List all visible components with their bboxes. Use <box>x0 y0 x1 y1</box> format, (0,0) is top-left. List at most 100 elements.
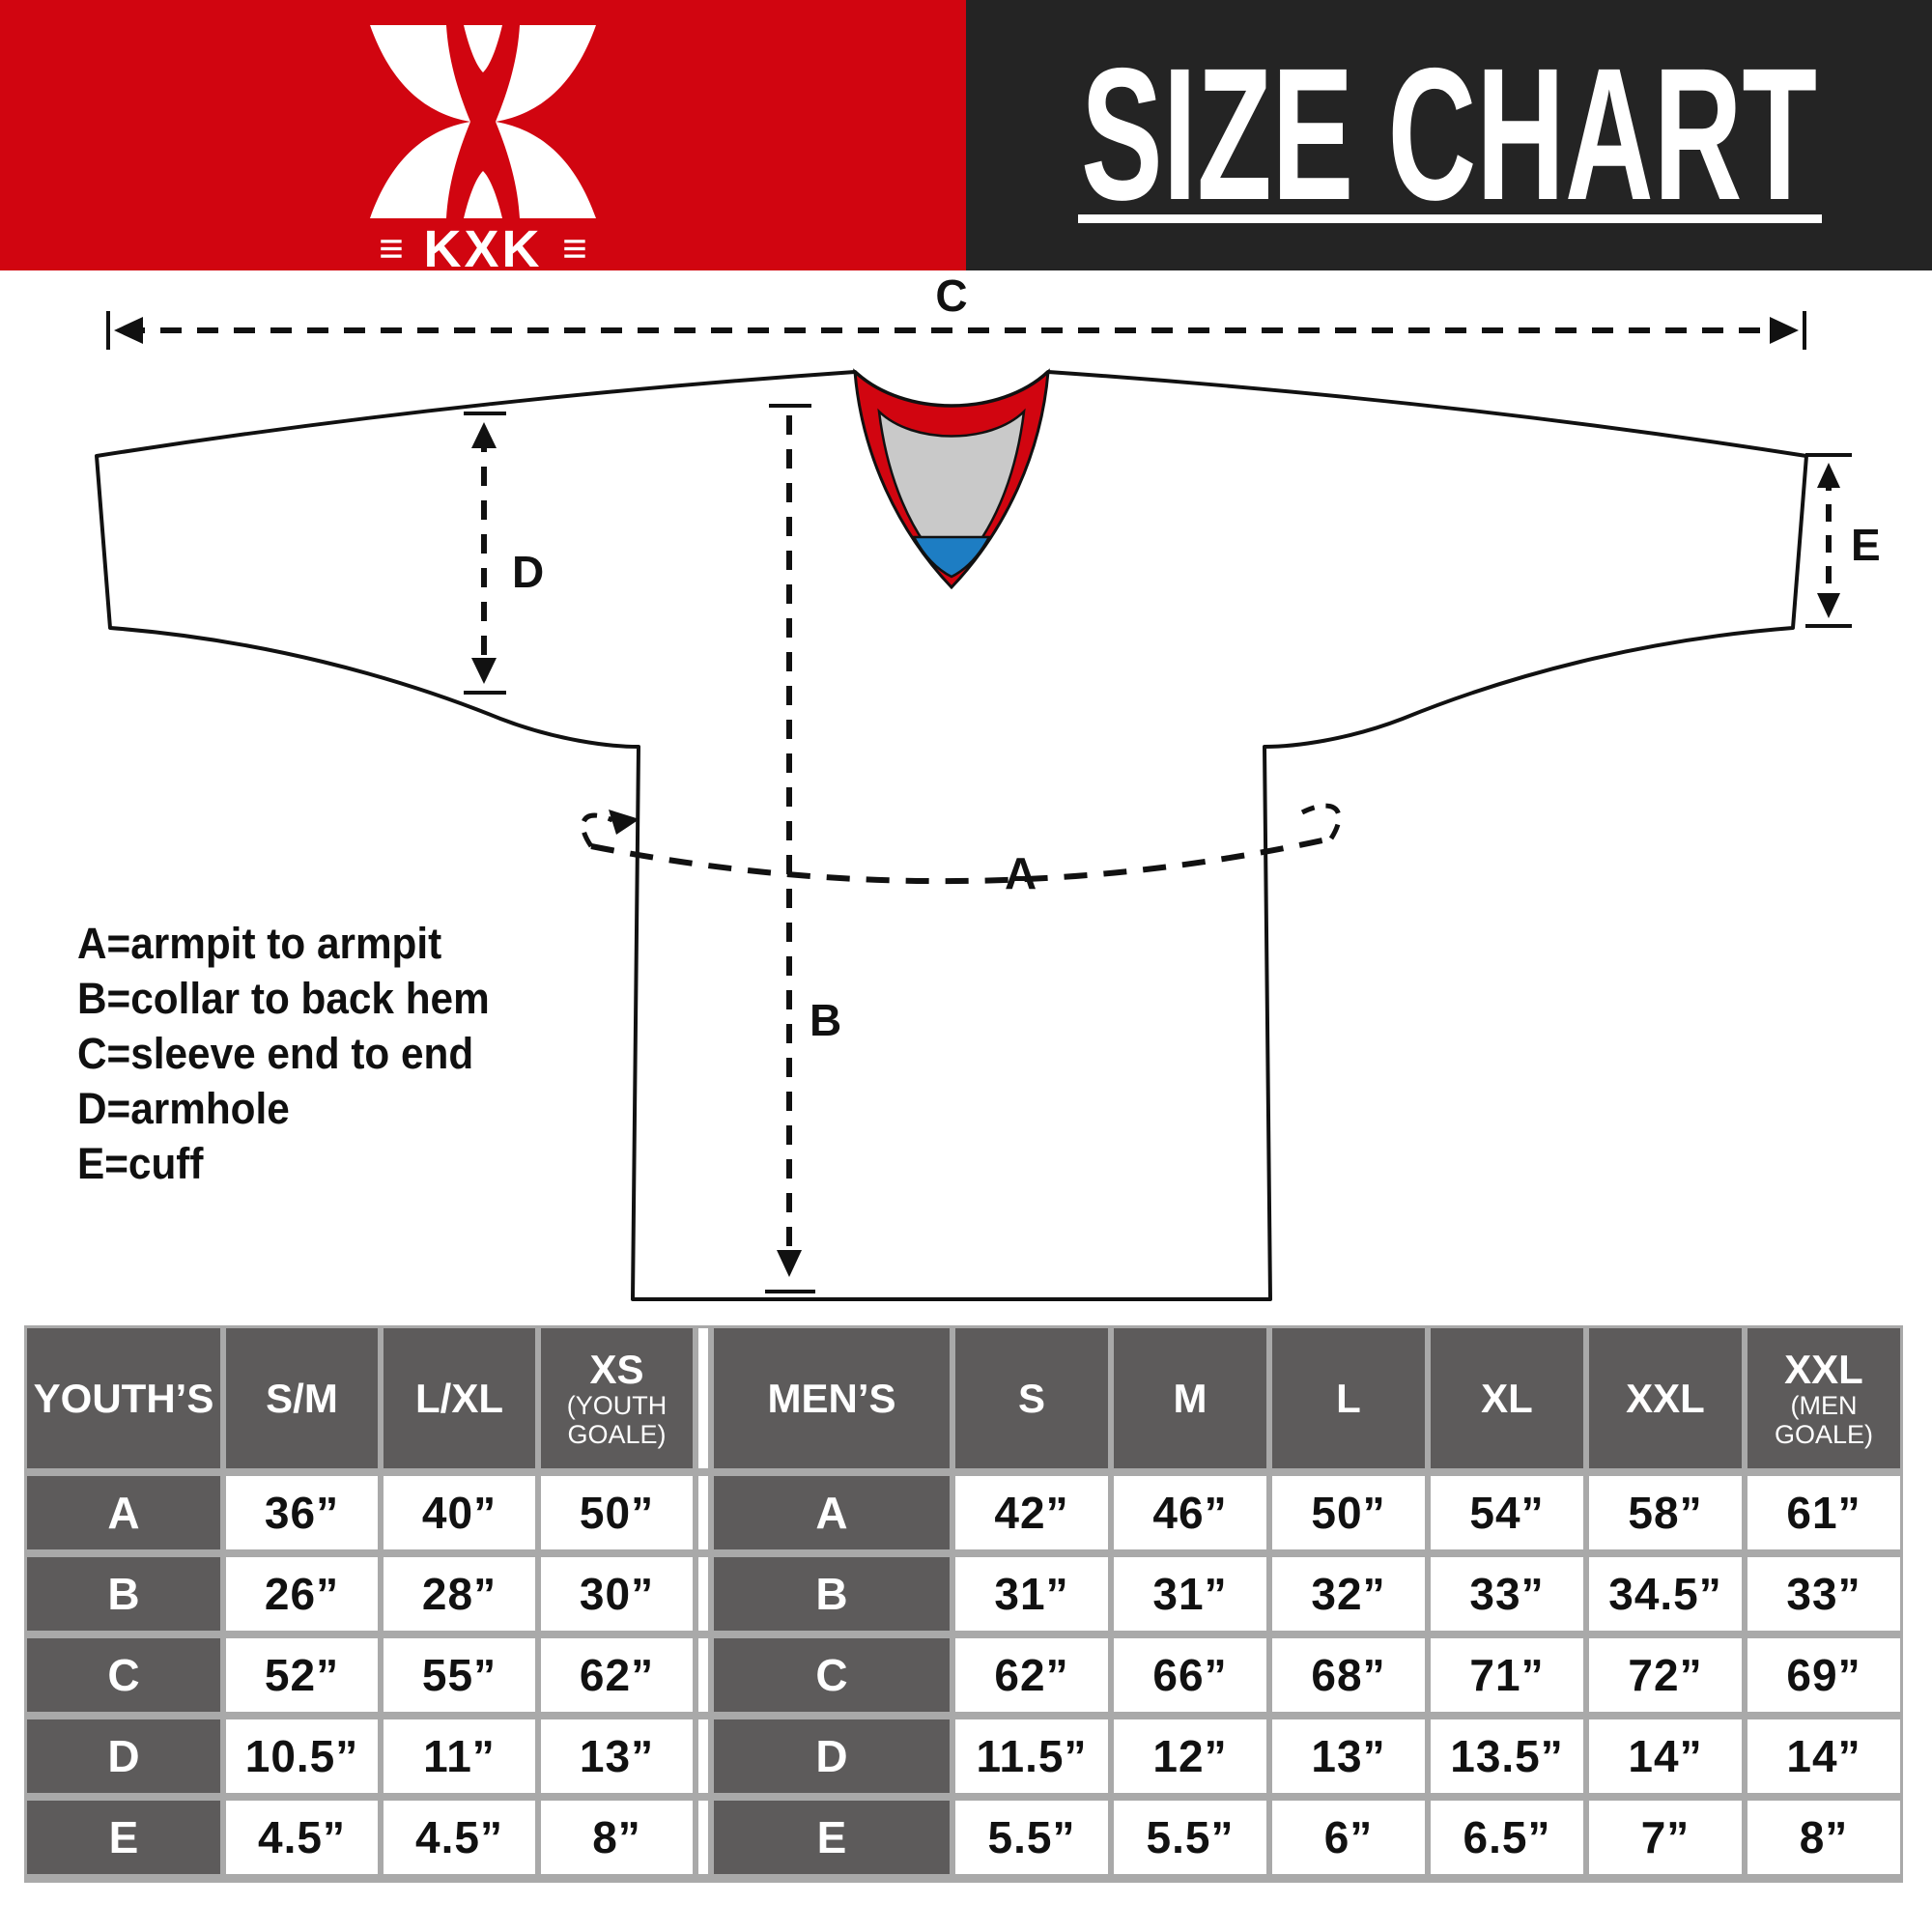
mens-value: 6.5” <box>1431 1801 1583 1874</box>
youth-col-header: S/M <box>226 1328 378 1468</box>
youth-value: 10.5” <box>226 1719 378 1793</box>
mens-value: 5.5” <box>955 1801 1108 1874</box>
mens-row-label: A <box>714 1476 950 1549</box>
header-dark-panel <box>966 0 1932 270</box>
mens-group-header: MEN’S <box>714 1328 950 1468</box>
logo-flank-left: ≡ <box>379 225 404 272</box>
col-header-sub: (YOUTH GOALE) <box>566 1390 668 1449</box>
collar-blue-insert <box>911 535 992 579</box>
youth-col-header: XS (YOUTH GOALE) <box>541 1328 693 1468</box>
mens-value: 7” <box>1589 1801 1742 1874</box>
youth-row-label: C <box>27 1638 220 1712</box>
youth-value: 50” <box>541 1476 693 1549</box>
collar-inner-gray <box>877 408 1026 576</box>
mens-value: 58” <box>1589 1476 1742 1549</box>
mens-value: 42” <box>955 1476 1108 1549</box>
mens-row-label: C <box>714 1638 950 1712</box>
mens-row-label: E <box>714 1801 950 1874</box>
table-group-divider <box>698 1557 708 1631</box>
table-group-divider <box>698 1719 708 1793</box>
youth-col-header: L/XL <box>384 1328 535 1468</box>
mens-value: 66” <box>1114 1638 1266 1712</box>
col-header-sub: (MEN GOALE) <box>1774 1390 1874 1449</box>
table-group-divider <box>698 1476 708 1549</box>
mens-col-header: XXL (MEN GOALE) <box>1747 1328 1900 1468</box>
mens-col-header: S <box>955 1328 1108 1468</box>
logo-flank-right: ≡ <box>562 225 587 272</box>
youth-row-label: E <box>27 1801 220 1874</box>
mens-value: 68” <box>1272 1638 1425 1712</box>
col-header-main: L <box>1336 1375 1361 1421</box>
mens-value: 14” <box>1747 1719 1900 1793</box>
mens-value: 13” <box>1272 1719 1425 1793</box>
measure-b-arrow <box>765 404 815 1293</box>
mens-value: 33” <box>1431 1557 1583 1631</box>
mens-value: 31” <box>955 1557 1108 1631</box>
mens-value: 61” <box>1747 1476 1900 1549</box>
youth-row-label: A <box>27 1476 220 1549</box>
col-header-main: XXL <box>1626 1375 1705 1421</box>
legend-item-e: E=cuff <box>77 1139 204 1188</box>
legend-item-c: C=sleeve end to end <box>77 1029 474 1078</box>
col-header-main: S/M <box>266 1375 338 1421</box>
mens-value: 69” <box>1747 1638 1900 1712</box>
measurement-legend: A=armpit to armpit B=collar to back hem … <box>77 916 490 1191</box>
measure-a-label: A <box>1005 848 1037 898</box>
table-group-divider <box>698 1328 708 1468</box>
youth-value: 30” <box>541 1557 693 1631</box>
youth-value: 36” <box>226 1476 378 1549</box>
youth-row-label: D <box>27 1719 220 1793</box>
measure-d-arrow <box>464 412 506 695</box>
measure-e-arrow <box>1805 453 1852 628</box>
measure-b-label: B <box>810 995 841 1045</box>
measure-c-label: C <box>935 270 967 321</box>
page-title: SIZE CHART <box>1081 29 1817 240</box>
mens-value: 54” <box>1431 1476 1583 1549</box>
mens-row-label: B <box>714 1557 950 1631</box>
mens-value: 12” <box>1114 1719 1266 1793</box>
table-group-divider <box>698 1638 708 1712</box>
col-header-main: S <box>1017 1375 1045 1421</box>
size-table: YOUTH’S S/M L/XL XS (YOUTH GOALE) MEN’S … <box>24 1325 1903 1883</box>
mens-value: 5.5” <box>1114 1801 1266 1874</box>
legend-item-b: B=collar to back hem <box>77 974 490 1023</box>
mens-col-header: XL <box>1431 1328 1583 1468</box>
kxk-logo: ≡ KXK ≡ <box>370 25 596 274</box>
youth-row-label: B <box>27 1557 220 1631</box>
title-block: SIZE CHART <box>1078 29 1822 240</box>
col-header-main: XXL <box>1784 1346 1863 1392</box>
legend-item-a: A=armpit to armpit <box>77 919 442 968</box>
mens-value: 32” <box>1272 1557 1425 1631</box>
mens-value: 34.5” <box>1589 1557 1742 1631</box>
youth-value: 55” <box>384 1638 535 1712</box>
youth-group-header: YOUTH’S <box>27 1328 220 1468</box>
youth-value: 62” <box>541 1638 693 1712</box>
mens-value: 8” <box>1747 1801 1900 1874</box>
youth-value: 13” <box>541 1719 693 1793</box>
mens-col-header: XXL <box>1589 1328 1742 1468</box>
mens-row-label: D <box>714 1719 950 1793</box>
youth-value: 28” <box>384 1557 535 1631</box>
youth-value: 52” <box>226 1638 378 1712</box>
mens-col-header: L <box>1272 1328 1425 1468</box>
col-header-main: XL <box>1481 1375 1533 1421</box>
title-underline <box>1078 214 1822 223</box>
jersey-outline <box>95 370 1808 1301</box>
youth-value: 40” <box>384 1476 535 1549</box>
mens-value: 13.5” <box>1431 1719 1583 1793</box>
measure-a-arrow <box>581 803 1342 885</box>
mens-value: 50” <box>1272 1476 1425 1549</box>
youth-value: 8” <box>541 1801 693 1874</box>
logo-wordmark: KXK <box>423 220 542 274</box>
col-header-main: M <box>1173 1375 1208 1421</box>
youth-value: 11” <box>384 1719 535 1793</box>
youth-value: 4.5” <box>384 1801 535 1874</box>
mens-value: 62” <box>955 1638 1108 1712</box>
col-header-main: L/XL <box>415 1375 503 1421</box>
youth-value: 26” <box>226 1557 378 1631</box>
mens-value: 14” <box>1589 1719 1742 1793</box>
measure-e-label: E <box>1851 520 1881 570</box>
mens-value: 72” <box>1589 1638 1742 1712</box>
col-header-main: XS <box>589 1346 644 1392</box>
jersey-measurement-diagram: C D E A B <box>95 270 1881 1301</box>
